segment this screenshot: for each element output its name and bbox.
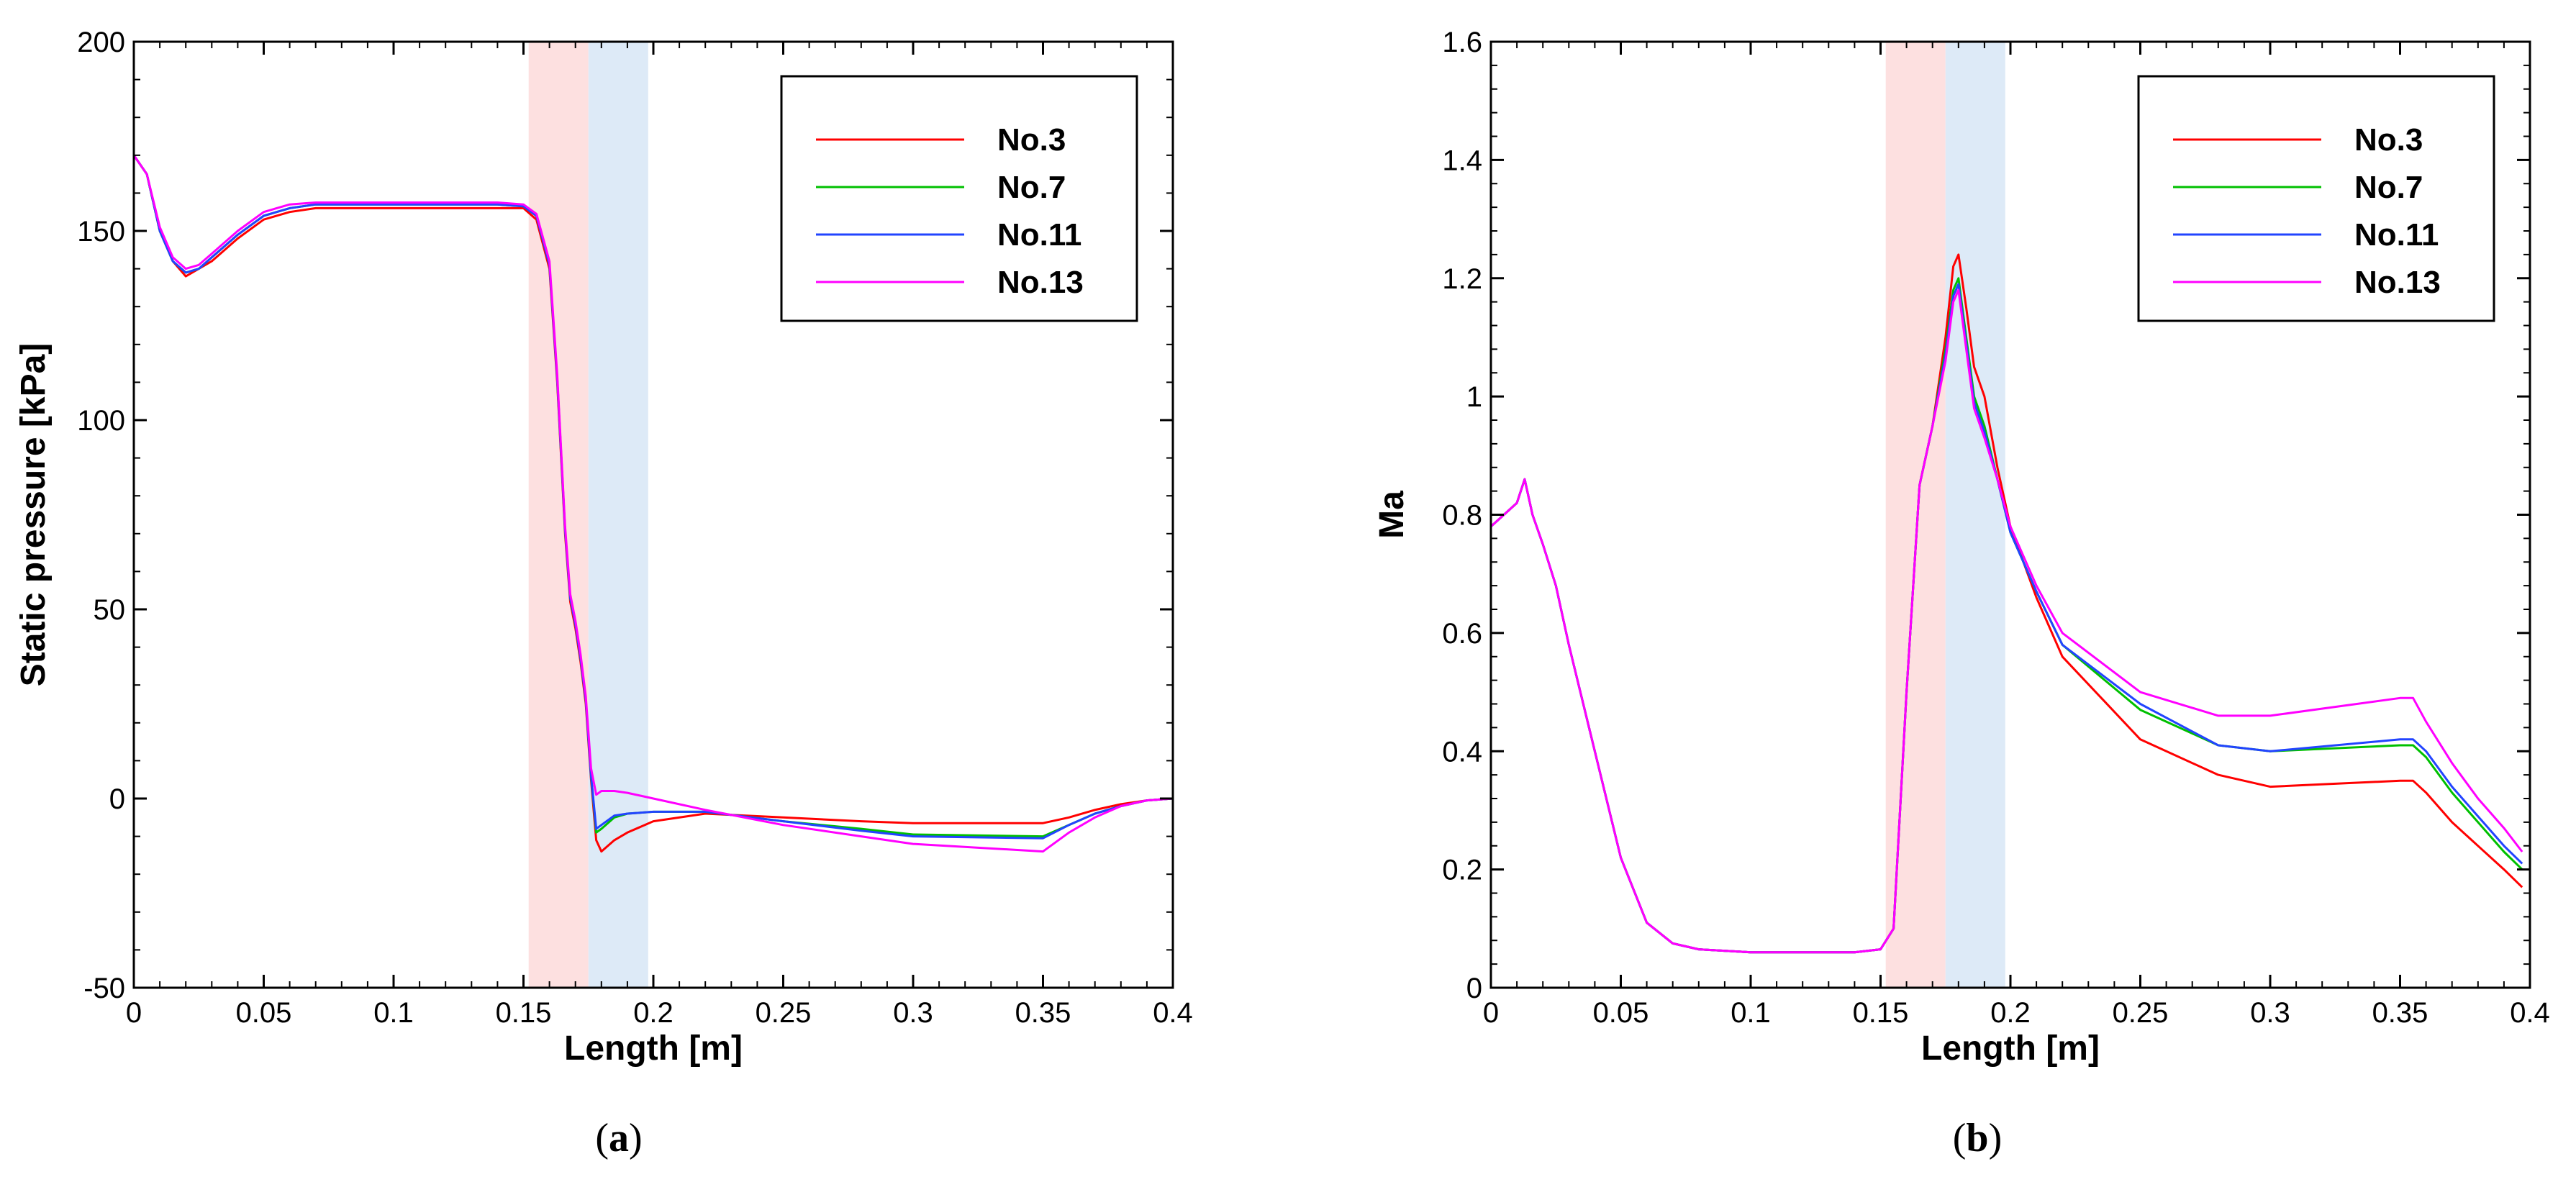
x-axis-label: Length [m]: [1921, 1029, 2100, 1068]
y-tick-label: 200: [77, 27, 125, 58]
y-axis-label: Ma: [1373, 491, 1411, 539]
legend-label-no3: No.3: [997, 122, 1066, 158]
x-tick-label: 0.2: [633, 997, 674, 1029]
y-tick-label: 0.8: [1442, 500, 1482, 532]
legend: No.3 No.7 No.11 No.13: [780, 75, 1138, 322]
x-tick-label: 0: [126, 997, 142, 1029]
y-tick-label: 1.6: [1442, 27, 1482, 58]
y-axis-label: Static pressure [kPa]: [14, 343, 53, 687]
x-tick-label: 0.4: [2510, 997, 2550, 1029]
series-lines: [134, 154, 1173, 853]
x-tick-label: 0.25: [2113, 997, 2169, 1029]
legend-label-no13: No.13: [997, 265, 1084, 300]
x-tick-label: 0.15: [1853, 997, 1909, 1029]
shaded-band-1: [528, 42, 589, 988]
y-tick-label: 0: [109, 783, 125, 815]
series-lines: [1491, 253, 2523, 954]
panel-caption: (b): [1953, 1116, 2002, 1160]
legend-label-no3: No.3: [2354, 122, 2423, 158]
legend-box: [780, 75, 1138, 322]
y-tick-label: 0.6: [1442, 618, 1482, 650]
series-line-no13: [1491, 288, 2523, 954]
y-tick-label: 1.4: [1442, 145, 1482, 176]
panel-b-mach-number: 0 0.05 0.1 0.15 0.2 0.25 0.3 0.35 0.4 0 0.2 0.4 0.6 0…: [1373, 27, 2550, 1160]
x-tick-label: 0.4: [1153, 997, 1193, 1029]
x-tick-label: 0.35: [2372, 997, 2428, 1029]
legend-box: [2137, 75, 2495, 322]
series-line-no13: [134, 154, 1173, 853]
y-tick-label: 150: [77, 216, 125, 247]
x-axis-label: Length [m]: [564, 1029, 743, 1068]
x-tick-label: 0.05: [236, 997, 292, 1029]
x-tick-label: 0.2: [1990, 997, 2031, 1029]
legend-label-no11: No.11: [997, 217, 1081, 253]
y-tick-label: 1: [1466, 381, 1482, 413]
shaded-band-2: [588, 42, 648, 988]
x-tick-label: 0.3: [2250, 997, 2290, 1029]
panel-caption: (a): [595, 1116, 642, 1160]
y-tick-label: 100: [77, 405, 125, 437]
x-tick-label: 0.25: [756, 997, 812, 1029]
shaded-band-2: [1945, 42, 2005, 988]
x-tick-label: 0.1: [1731, 997, 1771, 1029]
y-tick-label: 1.2: [1442, 263, 1482, 295]
y-tick-label: 0: [1466, 973, 1482, 1004]
y-tick-label: 0.4: [1442, 736, 1482, 768]
x-tick-label: 0.1: [373, 997, 414, 1029]
x-tick-label: 0.3: [893, 997, 933, 1029]
y-tick-label: 50: [94, 594, 126, 626]
x-tick-label: 0.15: [496, 997, 552, 1029]
shaded-band-1: [1885, 42, 1946, 988]
panel-a-static-pressure: 0 0.05 0.1 0.15 0.2 0.25 0.3 0.35 0.4-5005010015…: [14, 27, 1193, 1160]
legend-label-no11: No.11: [2354, 217, 2439, 253]
x-tick-label: 0: [1483, 997, 1499, 1029]
x-tick-label: 0.05: [1593, 997, 1649, 1029]
legend-label-no7: No.7: [2354, 170, 2423, 205]
y-tick-label: 0.2: [1442, 855, 1482, 886]
x-tick-label: 0.35: [1015, 997, 1071, 1029]
legend-label-no13: No.13: [2354, 265, 2441, 300]
legend-label-no7: No.7: [997, 170, 1066, 205]
legend: No.3 No.7 No.11 No.13: [2137, 75, 2495, 322]
y-tick-label: -50: [83, 973, 125, 1004]
